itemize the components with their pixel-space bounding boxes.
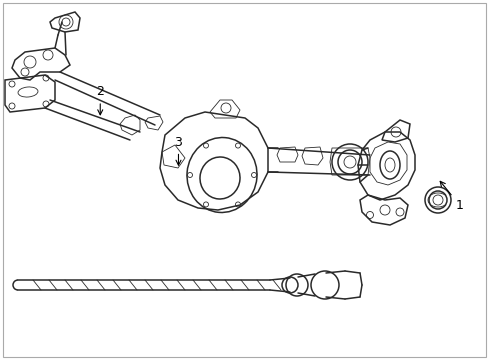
Text: 3: 3: [174, 136, 182, 165]
Text: 1: 1: [439, 181, 463, 212]
Text: 2: 2: [96, 85, 104, 115]
